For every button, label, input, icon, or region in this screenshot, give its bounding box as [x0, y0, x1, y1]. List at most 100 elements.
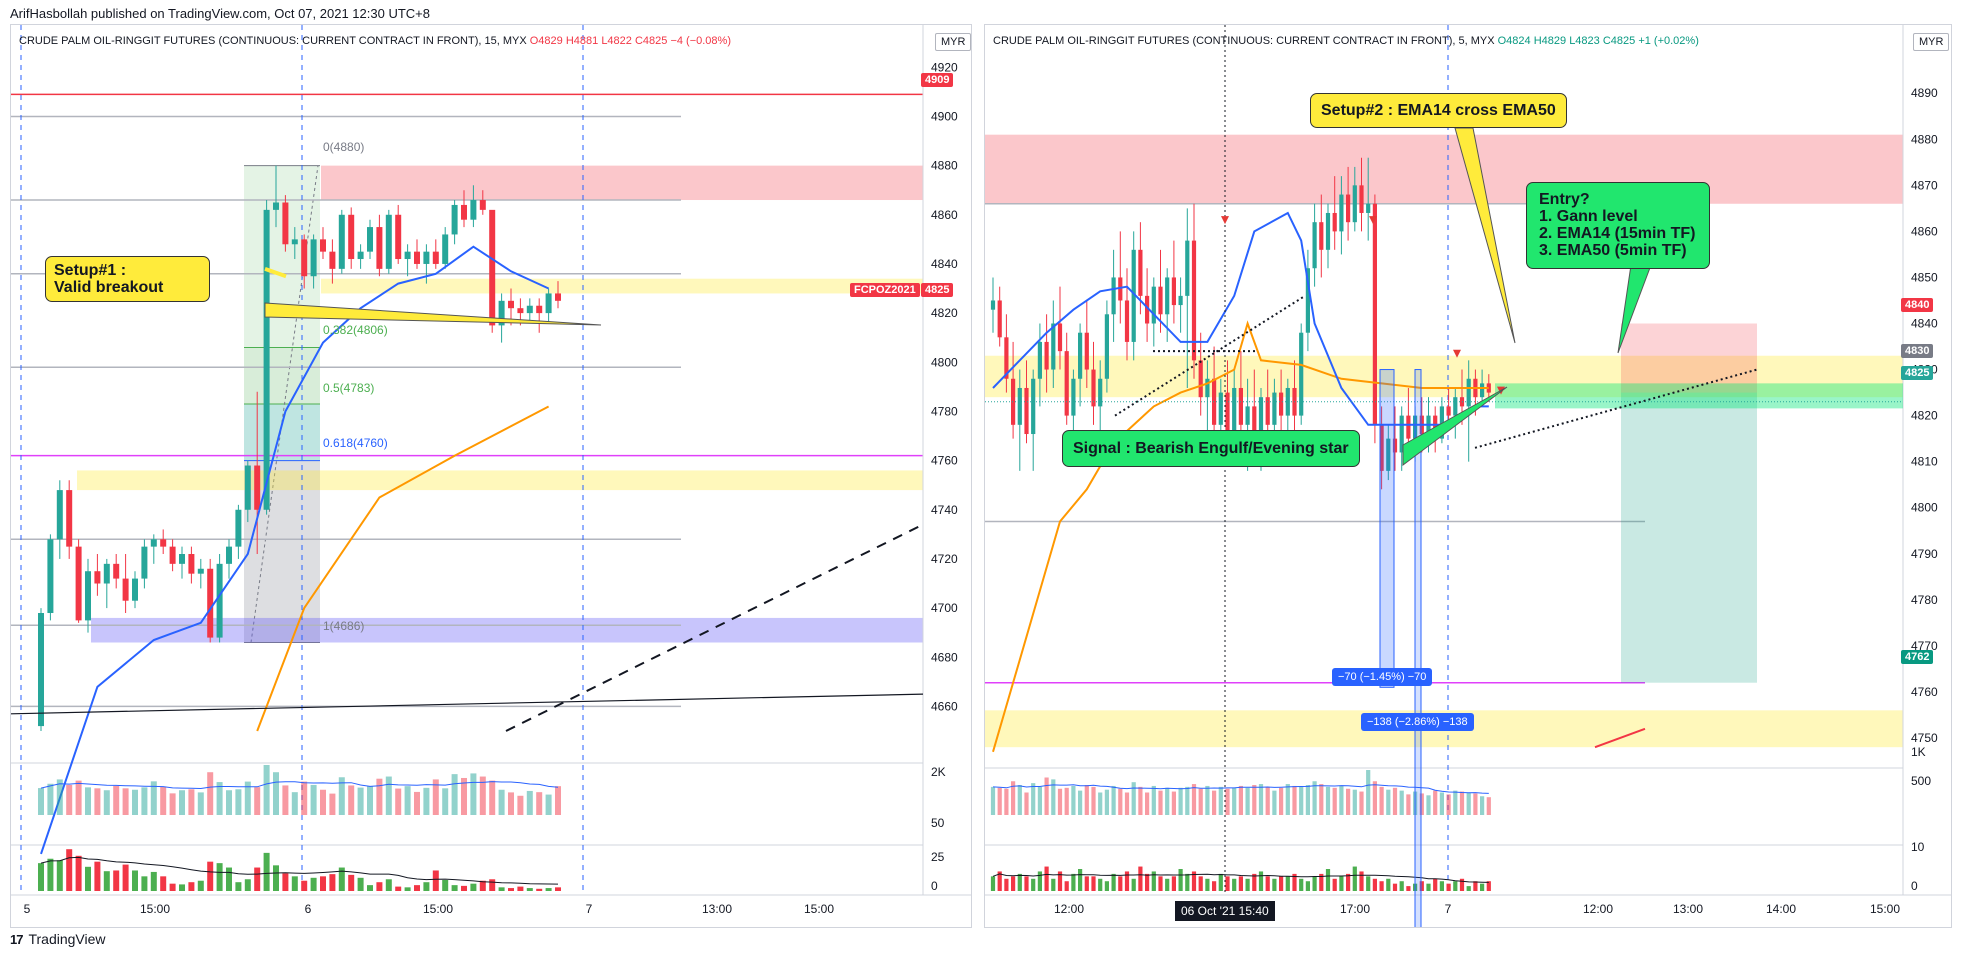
indicator-bar — [1399, 881, 1404, 891]
volume-bar — [1037, 786, 1042, 815]
volume-bar — [395, 788, 402, 815]
volume-bar — [451, 774, 458, 815]
right-last-price-tag: 4825 — [1901, 366, 1934, 380]
candle-body — [103, 563, 110, 584]
volume-bar — [1078, 790, 1083, 815]
candle-body — [1399, 415, 1404, 453]
candle-body — [1319, 222, 1324, 250]
left-symbol-tag: FCPOZ2021 — [850, 283, 920, 297]
candle-body — [1185, 240, 1190, 296]
volume-bar — [113, 785, 120, 815]
volume-bar — [498, 789, 505, 815]
indicator-bar — [235, 882, 242, 891]
ema50-line — [256, 405, 550, 732]
setup2-callout[interactable]: Setup#2 : EMA14 cross EMA50 — [1310, 93, 1567, 128]
candle-body — [1064, 351, 1069, 416]
left-chart-panel[interactable]: 4920 4900 4880 4860 4840 4820 4800 4780 4760 4740… — [10, 24, 972, 928]
candle-body — [329, 251, 336, 269]
left-currency-button[interactable]: MYR — [935, 33, 971, 51]
candle-body — [1379, 424, 1384, 471]
price-axis-tick: 4760 — [1911, 685, 1938, 699]
volume-bar — [997, 787, 1002, 815]
indicator-bar — [498, 887, 505, 891]
indicator-bar — [263, 852, 270, 891]
right-chart-canvas[interactable]: 4890 4880 4870 4860 4850 4840 4830 4820 4810 4800… — [985, 25, 1951, 927]
candle-body — [1158, 286, 1163, 315]
indicator-bar — [1011, 876, 1016, 891]
indicator-bar — [310, 877, 317, 891]
volume-bar — [1171, 791, 1176, 815]
volume-bar — [141, 787, 148, 815]
indicator-bar — [132, 870, 138, 891]
indicator-bar — [1232, 878, 1237, 891]
candle-body — [150, 539, 157, 547]
volume-bar — [1118, 788, 1123, 815]
volume-bar — [1480, 796, 1485, 815]
volume-ma-line — [992, 784, 1489, 794]
left-chart-canvas[interactable]: 4920 4900 4880 4860 4840 4820 4800 4780 4760 4740… — [11, 25, 971, 927]
indicator-axis-tick: 50 — [931, 816, 945, 830]
measure-label-70[interactable]: −70 (−1.45%) −70 — [1332, 668, 1433, 686]
indicator-bar — [273, 865, 279, 891]
candle-body — [1171, 277, 1176, 306]
indicator-bar — [1031, 878, 1036, 891]
volume-bar — [348, 785, 355, 815]
stop-price-tag: 4840 — [1901, 298, 1934, 312]
signal-callout[interactable]: Signal : Bearish Engulf/Evening star — [1062, 430, 1360, 467]
price-axis-tick: 4780 — [1911, 593, 1938, 607]
zone-red — [321, 165, 923, 201]
indicator-bar — [479, 880, 486, 891]
candle-body — [1372, 203, 1377, 425]
indicator-bar — [1265, 876, 1270, 891]
volume-bar — [1218, 786, 1223, 815]
volume-bar — [1057, 788, 1063, 815]
volume-bar — [103, 790, 110, 815]
volume-bar — [1426, 795, 1431, 815]
price-axis-tick: 4890 — [1911, 86, 1938, 100]
entry-callout[interactable]: Entry? 1. Gann level 2. EMA14 (15min TF)… — [1526, 182, 1711, 269]
indicator-bar — [1346, 873, 1351, 891]
volume-bar — [1091, 786, 1096, 815]
indicator-bar — [291, 876, 298, 891]
signal-callout-pointer — [1402, 386, 1508, 466]
volume-bar — [132, 789, 138, 815]
volume-bar — [169, 793, 176, 815]
price-axis-tick: 4870 — [1911, 178, 1938, 192]
candle-body — [85, 571, 91, 621]
indicator-bar — [432, 870, 439, 891]
volume-bar — [1158, 790, 1163, 815]
indicator-bar — [66, 849, 73, 891]
setup1-callout[interactable]: Setup#1 : Valid breakout — [45, 256, 211, 302]
candle-body — [1057, 323, 1063, 352]
time-axis-tick: 13:00 — [702, 902, 732, 916]
indicator-bar — [1433, 878, 1438, 891]
indicator-axis-tick: 25 — [931, 850, 945, 864]
volume-bar — [1252, 785, 1257, 815]
right-currency-button[interactable]: MYR — [1913, 33, 1950, 51]
volume-bar — [1359, 791, 1364, 815]
candle-body — [348, 214, 355, 260]
candle-body — [169, 546, 176, 564]
volume-bar — [1379, 786, 1384, 815]
indicator-bar — [470, 883, 477, 891]
measure-label-138[interactable]: −138 (−2.86%) −138 — [1361, 713, 1474, 731]
right-chart-panel[interactable]: 4890 4880 4870 4860 4850 4840 4830 4820 4810 4800… — [984, 24, 1952, 928]
tradingview-logo-icon[interactable]: 17 — [10, 931, 24, 947]
candle-body — [1312, 222, 1317, 269]
candle-body — [1366, 203, 1371, 213]
candle-body — [263, 209, 270, 510]
indicator-bar — [555, 887, 561, 891]
volume-bar — [1191, 784, 1197, 815]
volume-bar — [179, 790, 185, 815]
indicator-bar — [508, 888, 514, 891]
indicator-bar — [1091, 876, 1096, 891]
indicator-bar — [1426, 883, 1431, 891]
indicator-bar — [103, 871, 110, 891]
volume-bar — [207, 772, 214, 815]
volume-bar — [1212, 790, 1217, 815]
candle-body — [997, 300, 1002, 338]
crosshair-date-badge: 06 Oct '21 15:40 — [1175, 901, 1275, 921]
candle-body — [1238, 387, 1243, 425]
indicator-bar — [1359, 871, 1364, 891]
candle-body — [385, 214, 392, 269]
